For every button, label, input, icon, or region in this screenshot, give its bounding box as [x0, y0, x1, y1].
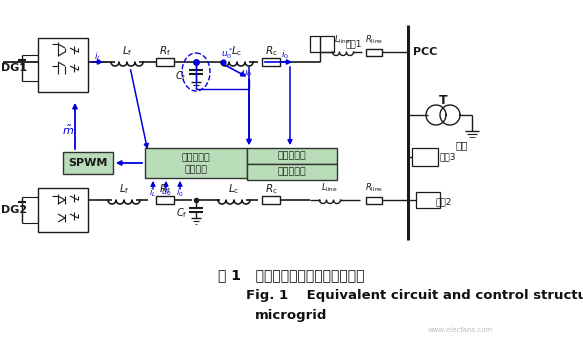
- Bar: [156, 196, 174, 204]
- Text: $L_{\mathrm{line}}$: $L_{\mathrm{line}}$: [321, 182, 339, 194]
- Text: $R_{\mathrm{c}}$: $R_{\mathrm{c}}$: [265, 44, 278, 58]
- Text: $L_{\mathrm{f}}$: $L_{\mathrm{f}}$: [119, 182, 129, 196]
- Text: 图 1   微电网的等效电路和控制框架: 图 1 微电网的等效电路和控制框架: [217, 268, 364, 282]
- Text: $i_{L}$: $i_{L}$: [149, 187, 157, 199]
- Bar: [247, 148, 337, 164]
- Text: $L_{\mathrm{f}}$: $L_{\mathrm{f}}$: [122, 44, 132, 58]
- Text: $C_{\mathrm{f}}$: $C_{\mathrm{f}}$: [176, 206, 188, 220]
- Bar: [262, 58, 280, 66]
- Bar: [247, 164, 337, 180]
- Bar: [145, 148, 247, 178]
- Text: Fig. 1    Equivalent circuit and control structure of: Fig. 1 Equivalent circuit and control st…: [246, 289, 583, 301]
- Text: PCC: PCC: [413, 47, 437, 57]
- Text: $C_{\mathrm{f}}$: $C_{\mathrm{f}}$: [175, 69, 187, 83]
- Text: 环控制器: 环控制器: [184, 165, 208, 175]
- Text: $L_{\mathrm{c}}$: $L_{\mathrm{c}}$: [231, 44, 243, 58]
- Bar: [412, 148, 438, 166]
- Text: $R_{\mathrm{f}}$: $R_{\mathrm{f}}$: [159, 44, 171, 58]
- Text: $i_0$: $i_0$: [176, 187, 184, 199]
- Bar: [63, 152, 113, 174]
- Text: $R_{\mathrm{line}}$: $R_{\mathrm{line}}$: [365, 34, 383, 46]
- Text: $u_0$: $u_0$: [161, 188, 171, 198]
- Text: $L_{\mathrm{line}}$: $L_{\mathrm{line}}$: [335, 34, 352, 46]
- Text: 负荷2: 负荷2: [436, 197, 452, 207]
- Text: 负荷1: 负荷1: [345, 39, 361, 49]
- Text: SPWM: SPWM: [68, 158, 108, 168]
- Bar: [38, 38, 88, 92]
- Text: $\tilde{m}$: $\tilde{m}$: [62, 124, 74, 137]
- Text: $R_{\mathrm{f}}$: $R_{\mathrm{f}}$: [159, 182, 171, 196]
- Text: DG2: DG2: [1, 205, 27, 215]
- Text: $R_{\mathrm{line}}$: $R_{\mathrm{line}}$: [365, 182, 383, 194]
- Text: 功率控制器: 功率控制器: [278, 152, 307, 160]
- Text: $u_0$: $u_0$: [241, 69, 252, 79]
- Bar: [262, 196, 280, 204]
- Text: $u_0^*$: $u_0^*$: [221, 47, 233, 61]
- Bar: [38, 188, 88, 232]
- Text: $i_0$: $i_0$: [281, 49, 289, 61]
- Text: microgrid: microgrid: [255, 308, 327, 322]
- Text: $L_{\mathrm{c}}$: $L_{\mathrm{c}}$: [229, 182, 240, 196]
- Text: 下垂控制器: 下垂控制器: [278, 168, 307, 176]
- Text: T: T: [438, 94, 447, 108]
- Text: 配网: 配网: [456, 140, 468, 150]
- Text: $R_{\mathrm{c}}$: $R_{\mathrm{c}}$: [265, 182, 278, 196]
- Text: DG1: DG1: [1, 63, 27, 73]
- Bar: [156, 58, 174, 66]
- Bar: [366, 49, 382, 55]
- Text: 负荷3: 负荷3: [440, 153, 456, 162]
- Text: $i_{L}$: $i_{L}$: [94, 51, 102, 63]
- Bar: [416, 192, 440, 208]
- Bar: [310, 36, 334, 52]
- Bar: [366, 197, 382, 203]
- Text: 电压电流双: 电压电流双: [182, 153, 210, 163]
- Text: www.elecfans.com: www.elecfans.com: [427, 327, 493, 333]
